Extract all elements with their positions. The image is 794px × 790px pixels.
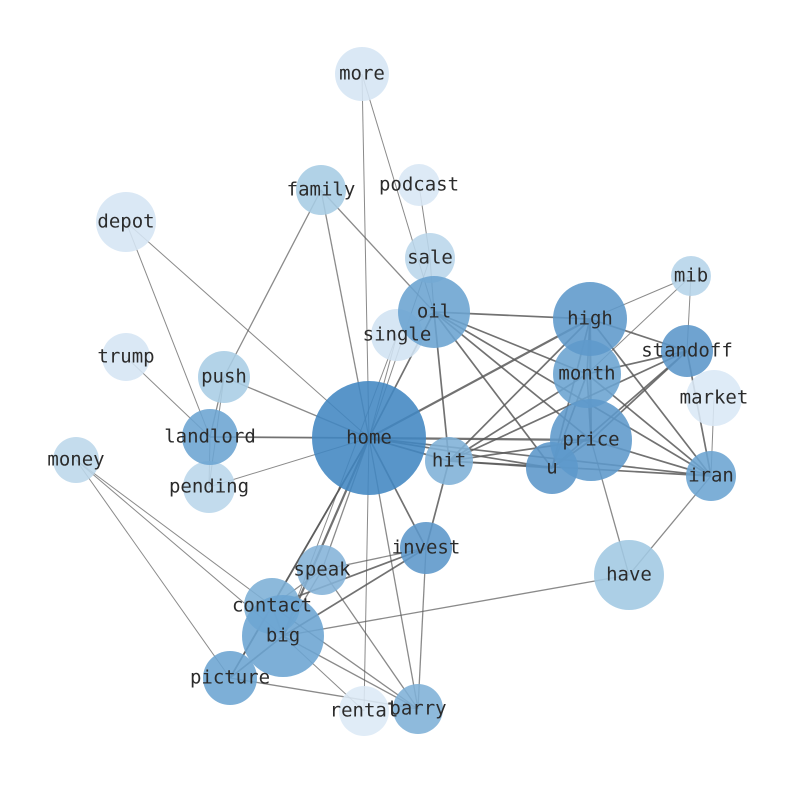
graph-node-standoff[interactable] xyxy=(661,325,713,377)
graph-node-money[interactable] xyxy=(53,437,99,483)
graph-node-depot[interactable] xyxy=(96,192,156,252)
node-layer xyxy=(53,47,742,736)
graph-edge xyxy=(125,221,211,438)
graph-edge xyxy=(223,189,322,378)
graph-node-have[interactable] xyxy=(594,540,664,610)
graph-node-oil[interactable] xyxy=(398,276,470,348)
graph-node-hit[interactable] xyxy=(425,437,473,485)
graph-node-picture[interactable] xyxy=(203,651,257,705)
graph-edge xyxy=(321,569,419,710)
graph-node-barry[interactable] xyxy=(393,684,443,734)
graph-edge xyxy=(75,459,273,607)
graph-edge xyxy=(75,459,231,679)
graph-node-month[interactable] xyxy=(553,340,621,408)
graph-node-trump[interactable] xyxy=(102,333,150,381)
graph-node-rental[interactable] xyxy=(339,686,389,736)
graph-edge xyxy=(282,574,630,637)
graph-node-sale[interactable] xyxy=(405,233,455,283)
graph-node-big[interactable] xyxy=(242,595,324,677)
graph-node-landlord[interactable] xyxy=(182,409,238,465)
graph-node-podcast[interactable] xyxy=(398,164,440,206)
graph-node-mib[interactable] xyxy=(671,256,711,296)
graph-node-family[interactable] xyxy=(296,165,346,215)
graph-edge xyxy=(361,73,370,439)
graph-node-home[interactable] xyxy=(312,381,426,495)
graph-node-push[interactable] xyxy=(198,351,250,403)
graph-node-speak[interactable] xyxy=(297,545,347,595)
graph-node-market[interactable] xyxy=(686,370,742,426)
graph-edge xyxy=(448,350,688,462)
graph-node-invest[interactable] xyxy=(400,522,452,574)
graph-node-more[interactable] xyxy=(335,47,389,101)
graph-edge xyxy=(417,547,427,710)
graph-node-iran[interactable] xyxy=(686,451,736,501)
graph-node-price[interactable] xyxy=(550,399,632,481)
graph-node-high[interactable] xyxy=(553,282,627,356)
graph-node-pending[interactable] xyxy=(183,461,235,513)
